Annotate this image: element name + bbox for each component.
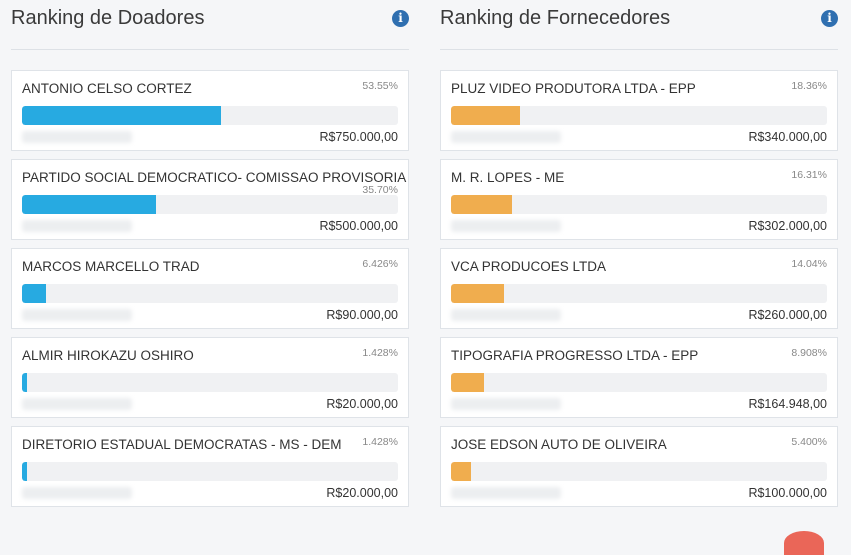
donor-bar-fill xyxy=(22,462,28,481)
supplier-bar-fill xyxy=(451,284,504,303)
supplier-id-blurred xyxy=(451,398,561,410)
donor-percent: 35.70% xyxy=(362,184,398,196)
donor-name: DIRETORIO ESTADUAL DEMOCRATAS - MS - DEM xyxy=(22,437,342,452)
donors-list: ANTONIO CELSO CORTEZ 53.55% R$750.000,00… xyxy=(11,70,409,507)
supplier-value: R$340.000,00 xyxy=(748,130,827,144)
supplier-value: R$164.948,00 xyxy=(748,397,827,411)
supplier-value: R$302.000,00 xyxy=(748,219,827,233)
supplier-percent: 18.36% xyxy=(791,80,827,92)
floating-action-button[interactable] xyxy=(784,531,824,555)
donor-name: ANTONIO CELSO CORTEZ xyxy=(22,81,192,96)
supplier-percent: 5.400% xyxy=(791,436,827,448)
donor-id-blurred xyxy=(22,309,132,321)
donor-value: R$90.000,00 xyxy=(326,308,398,322)
supplier-name: JOSE EDSON AUTO DE OLIVEIRA xyxy=(451,437,667,452)
donor-card[interactable]: MARCOS MARCELLO TRAD 6.426% R$90.000,00 xyxy=(11,248,409,329)
supplier-bar-track xyxy=(451,373,827,392)
supplier-card[interactable]: JOSE EDSON AUTO DE OLIVEIRA 5.400% R$100… xyxy=(440,426,838,507)
donor-card[interactable]: PARTIDO SOCIAL DEMOCRATICO- COMISSAO PRO… xyxy=(11,159,409,240)
donor-name: ALMIR HIROKAZU OSHIRO xyxy=(22,348,194,363)
supplier-card[interactable]: VCA PRODUCOES LTDA 14.04% R$260.000,00 xyxy=(440,248,838,329)
donor-value: R$750.000,00 xyxy=(319,130,398,144)
donor-card[interactable]: ALMIR HIROKAZU OSHIRO 1.428% R$20.000,00 xyxy=(11,337,409,418)
donor-id-blurred xyxy=(22,220,132,232)
donor-bar-fill xyxy=(22,284,47,303)
donor-bar-track xyxy=(22,284,398,303)
donor-percent: 6.426% xyxy=(362,258,398,270)
supplier-name: VCA PRODUCOES LTDA xyxy=(451,259,607,274)
donor-bar-fill xyxy=(22,373,28,392)
donor-value: R$500.000,00 xyxy=(319,219,398,233)
suppliers-panel: Ranking de Fornecedores i PLUZ VIDEO PRO… xyxy=(440,0,838,515)
supplier-value: R$260.000,00 xyxy=(748,308,827,322)
supplier-bar-fill xyxy=(451,195,513,214)
donor-percent: 53.55% xyxy=(362,80,398,92)
supplier-bar-fill xyxy=(451,373,485,392)
suppliers-list: PLUZ VIDEO PRODUTORA LTDA - EPP 18.36% R… xyxy=(440,70,838,507)
donor-value: R$20.000,00 xyxy=(326,397,398,411)
donor-percent: 1.428% xyxy=(362,436,398,448)
donor-bar-track xyxy=(22,462,398,481)
supplier-id-blurred xyxy=(451,487,561,499)
supplier-id-blurred xyxy=(451,131,561,143)
info-icon[interactable]: i xyxy=(392,10,409,27)
donor-bar-fill xyxy=(22,106,222,125)
supplier-bar-track xyxy=(451,462,827,481)
supplier-name: M. R. LOPES - ME xyxy=(451,170,565,185)
donor-card[interactable]: ANTONIO CELSO CORTEZ 53.55% R$750.000,00 xyxy=(11,70,409,151)
donor-id-blurred xyxy=(22,131,132,143)
supplier-card[interactable]: M. R. LOPES - ME 16.31% R$302.000,00 xyxy=(440,159,838,240)
donors-panel: Ranking de Doadores i ANTONIO CELSO CORT… xyxy=(11,0,409,515)
supplier-bar-track xyxy=(451,284,827,303)
supplier-bar-fill xyxy=(451,462,472,481)
supplier-percent: 14.04% xyxy=(791,258,827,270)
suppliers-panel-header: Ranking de Fornecedores i xyxy=(440,0,838,50)
donor-name: MARCOS MARCELLO TRAD xyxy=(22,259,200,274)
supplier-percent: 16.31% xyxy=(791,169,827,181)
supplier-card[interactable]: PLUZ VIDEO PRODUTORA LTDA - EPP 18.36% R… xyxy=(440,70,838,151)
donors-panel-header: Ranking de Doadores i xyxy=(11,0,409,50)
supplier-percent: 8.908% xyxy=(791,347,827,359)
suppliers-panel-title: Ranking de Fornecedores xyxy=(440,7,671,29)
donor-value: R$20.000,00 xyxy=(326,486,398,500)
supplier-name: PLUZ VIDEO PRODUTORA LTDA - EPP xyxy=(451,81,696,96)
supplier-id-blurred xyxy=(451,220,561,232)
info-icon[interactable]: i xyxy=(821,10,838,27)
supplier-id-blurred xyxy=(451,309,561,321)
donor-name: PARTIDO SOCIAL DEMOCRATICO- COMISSAO PRO… xyxy=(22,170,407,185)
donor-id-blurred xyxy=(22,398,132,410)
donors-panel-title: Ranking de Doadores xyxy=(11,7,205,29)
supplier-name: TIPOGRAFIA PROGRESSO LTDA - EPP xyxy=(451,348,699,363)
donor-bar-track xyxy=(22,373,398,392)
donor-card[interactable]: DIRETORIO ESTADUAL DEMOCRATAS - MS - DEM… xyxy=(11,426,409,507)
donor-bar-fill xyxy=(22,195,157,214)
supplier-bar-fill xyxy=(451,106,521,125)
donor-bar-track xyxy=(22,106,398,125)
supplier-value: R$100.000,00 xyxy=(748,486,827,500)
donor-percent: 1.428% xyxy=(362,347,398,359)
supplier-bar-track xyxy=(451,106,827,125)
supplier-card[interactable]: TIPOGRAFIA PROGRESSO LTDA - EPP 8.908% R… xyxy=(440,337,838,418)
donor-id-blurred xyxy=(22,487,132,499)
donor-bar-track xyxy=(22,195,398,214)
supplier-bar-track xyxy=(451,195,827,214)
